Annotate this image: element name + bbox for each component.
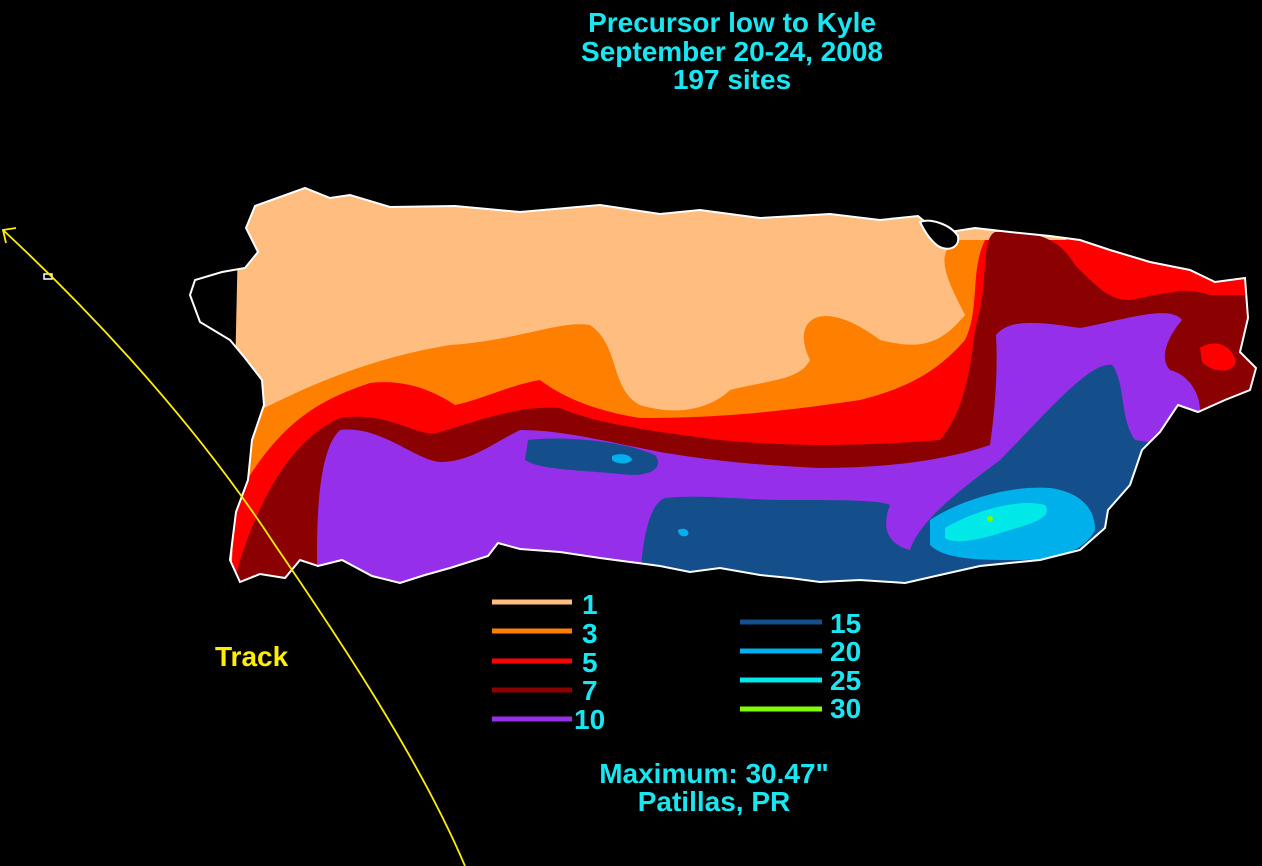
maximum-value: Maximum: 30.47": [599, 758, 829, 789]
coastline: [188, 186, 1258, 585]
legend-label-7: 7: [582, 675, 598, 706]
rainfall-bands: [230, 188, 1256, 583]
san-juan-bay: [918, 219, 960, 250]
legend-label-15: 15: [830, 608, 861, 639]
track-label: Track: [215, 641, 289, 672]
legend-label-30: 30: [830, 693, 861, 724]
maximum-location: Patillas, PR: [638, 786, 791, 817]
band-30-spot: [987, 516, 993, 522]
legend-label-10: 10: [574, 704, 605, 735]
legend-label-25: 25: [830, 665, 861, 696]
band-15-west: [525, 438, 659, 475]
legend-label-20: 20: [830, 636, 861, 667]
legend-label-5: 5: [582, 647, 598, 678]
title-line-1: Precursor low to Kyle: [588, 7, 876, 38]
legend-label-1: 1: [582, 589, 598, 620]
band-5-east-small: [1200, 343, 1236, 371]
band-25: [945, 502, 1047, 542]
title-line-2: September 20-24, 2008: [581, 36, 883, 67]
storm-track-line: [2, 229, 466, 866]
band-20-spot-south: [678, 528, 689, 537]
track-arrow-icon: [1, 227, 17, 244]
band-20-spot: [612, 454, 632, 464]
title-line-3: 197 sites: [673, 64, 791, 95]
legend: 1 3 5 7 10 15 20 25 30: [492, 589, 861, 735]
legend-label-3: 3: [582, 618, 598, 649]
